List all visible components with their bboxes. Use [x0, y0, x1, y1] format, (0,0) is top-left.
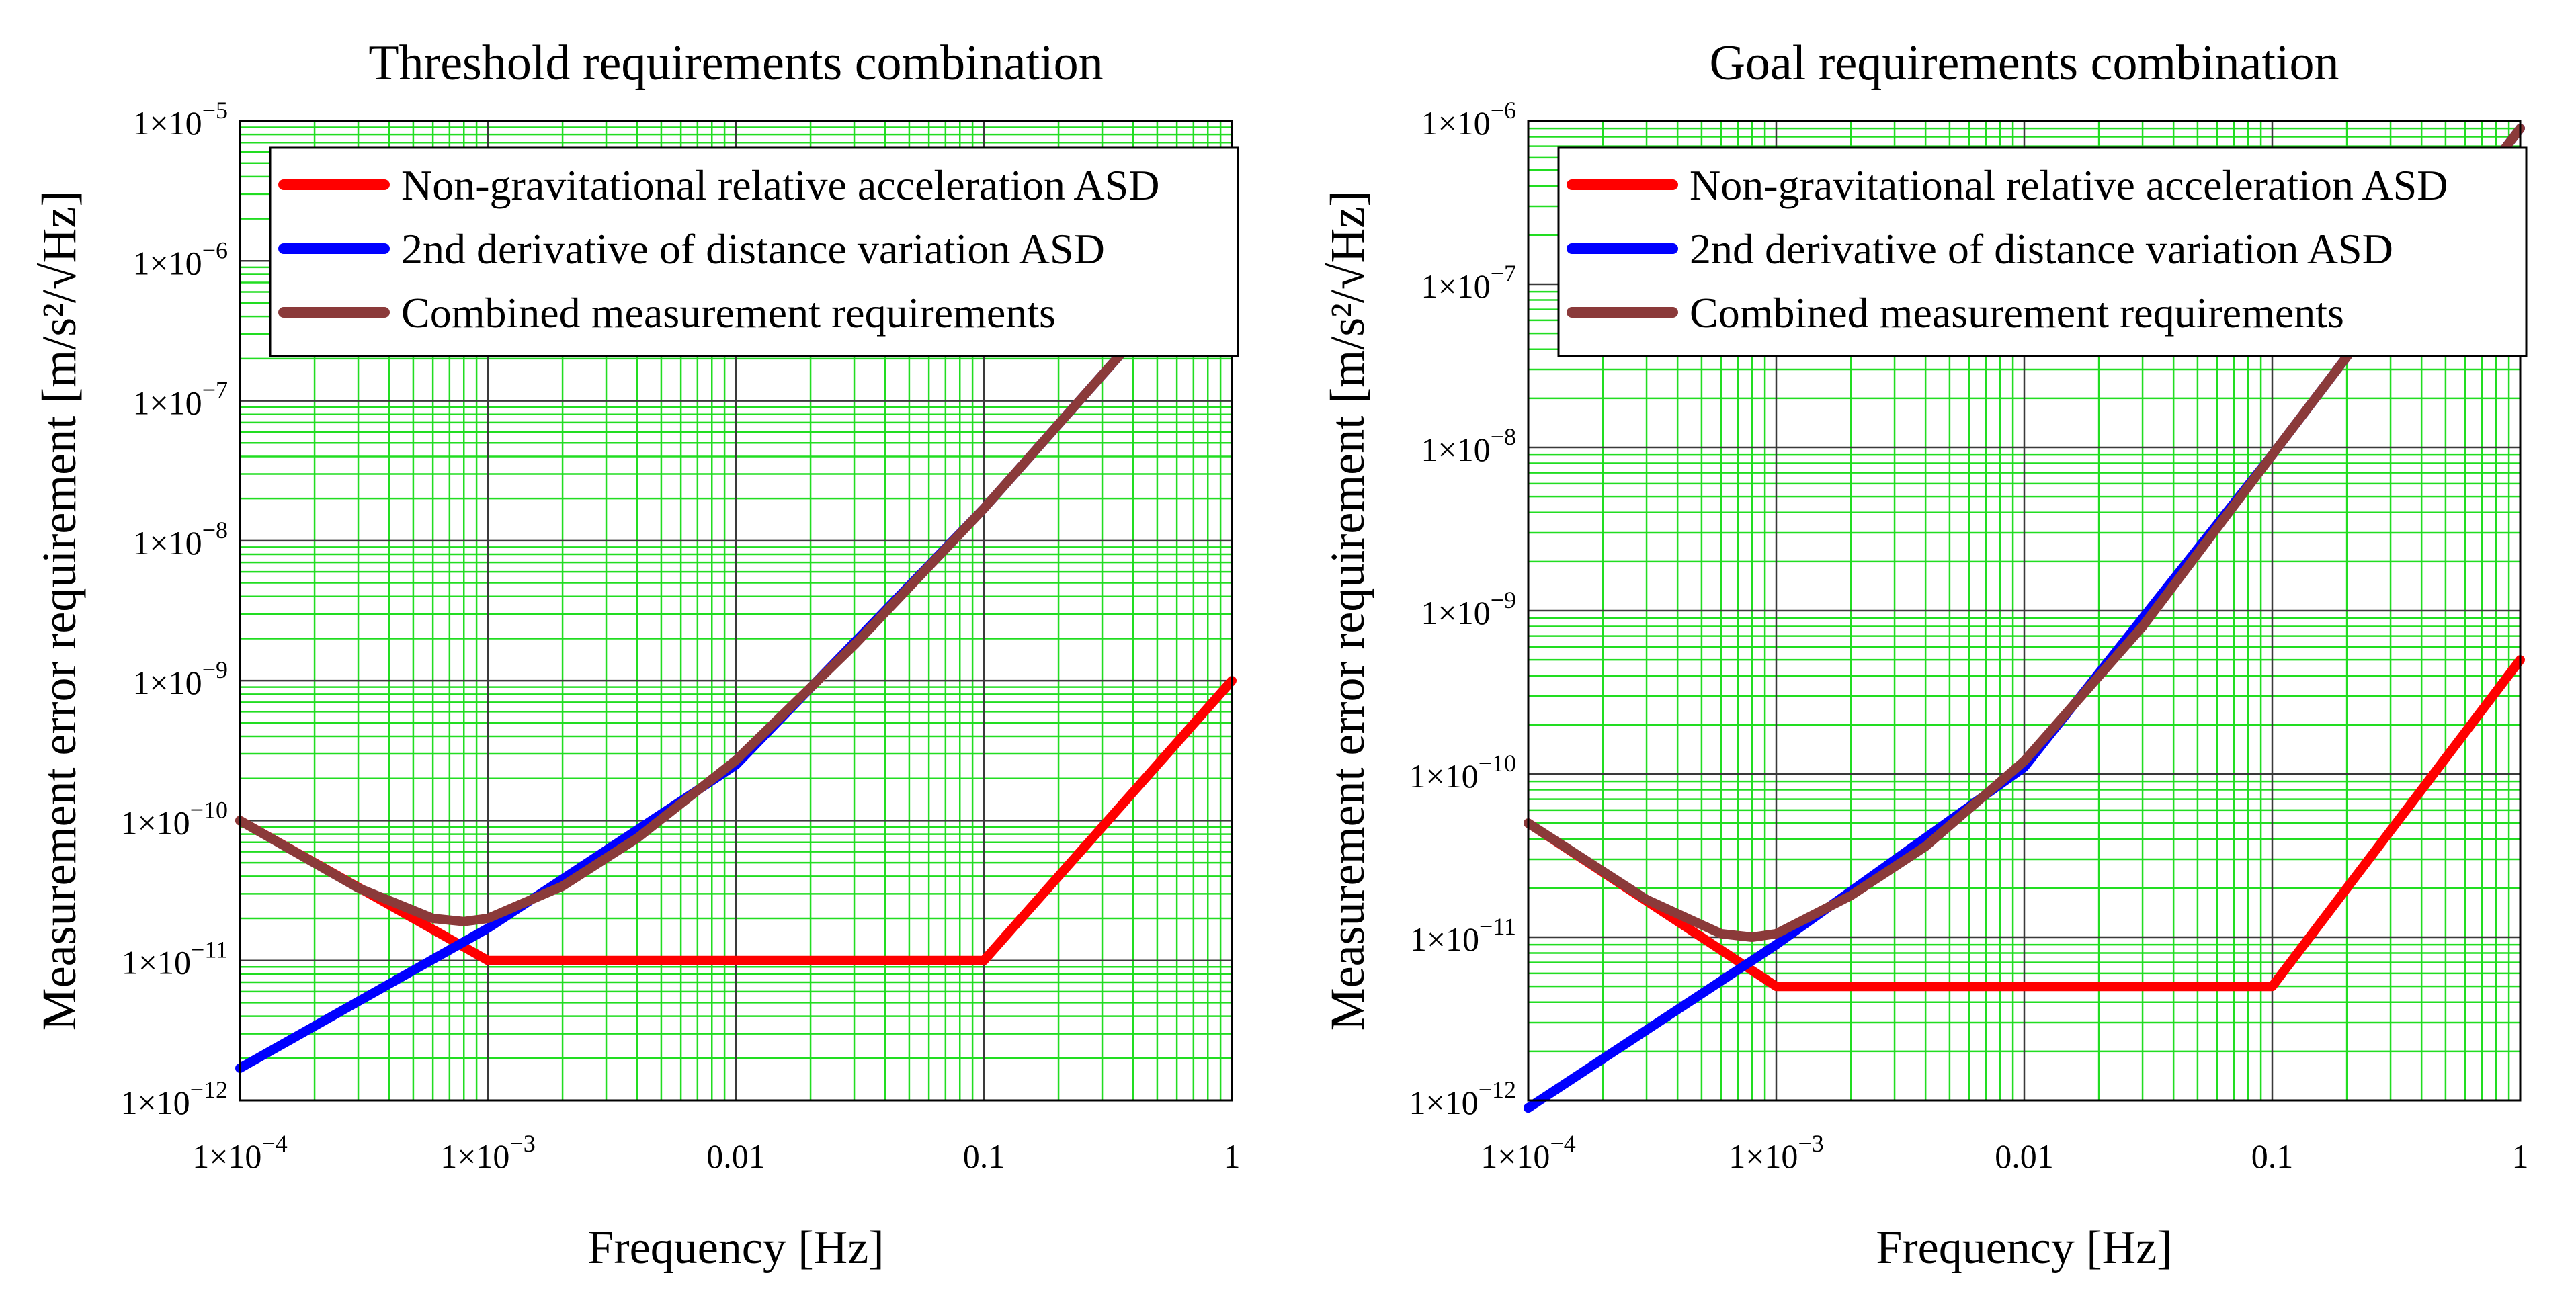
series-line-2 [1524, 124, 2525, 942]
legend-box [1557, 146, 2528, 357]
legend: Non-gravitational relative acceleration … [1557, 146, 2528, 357]
legend-label-2: Combined measurement requirements [401, 289, 1056, 337]
x-tick-label: 1 [2512, 1137, 2529, 1175]
x-tick-label: 1 [1224, 1137, 1241, 1175]
chart-title: Threshold requirements combination [368, 36, 1103, 91]
legend-label-1: 2nd derivative of distance variation ASD [401, 225, 1105, 273]
x-tick-label: 1×10−3 [440, 1130, 536, 1175]
legend-label-0: Non-gravitational relative acceleration … [401, 161, 1159, 209]
x-tick-label: 0.01 [706, 1137, 765, 1175]
y-tick-label: 1×10−8 [1421, 423, 1516, 468]
x-tick-label: 1×10−3 [1729, 1130, 1824, 1175]
legend-label-1: 2nd derivative of distance variation ASD [1690, 225, 2393, 273]
y-tick-label: 1×10−12 [1409, 1076, 1516, 1121]
y-tick-label: 1×10−7 [1421, 260, 1516, 305]
y-tick-label: 1×10−11 [122, 937, 228, 982]
y-tick-label: 1×10−11 [1410, 913, 1516, 958]
chart-svg: Non-gravitational relative acceleration … [32, 36, 1241, 1274]
plot-frame [239, 120, 1233, 1102]
chart-goal: Non-gravitational relative acceleration … [1288, 0, 2576, 1302]
y-tick-label: 1×10−7 [132, 377, 228, 422]
legend-label-2: Combined measurement requirements [1690, 289, 2344, 337]
y-tick-label: 1×10−5 [132, 97, 228, 142]
x-axis-label: Frequency [Hz] [587, 1222, 884, 1274]
y-tick-label: 1×10−8 [132, 517, 228, 562]
y-tick-label: 1×10−6 [132, 236, 228, 281]
x-tick-label: 0.1 [2251, 1137, 2294, 1175]
legend-box [269, 146, 1239, 357]
y-tick-label: 1×10−9 [132, 656, 228, 701]
y-tick-label: 1×10−10 [1409, 750, 1516, 795]
y-axis-label: Measurement error requirement [m/s²/√Hz] [1321, 191, 1374, 1031]
x-axis-label: Frequency [Hz] [1876, 1222, 2172, 1274]
y-axis-label: Measurement error requirement [m/s²/√Hz] [32, 191, 86, 1031]
x-tick-label: 0.01 [1995, 1137, 2054, 1175]
x-tick-label: 1×10−4 [1481, 1130, 1576, 1175]
series-line-2 [235, 224, 1237, 926]
legend: Non-gravitational relative acceleration … [269, 146, 1239, 357]
x-tick-label: 1×10−4 [192, 1130, 288, 1175]
chart-title: Goal requirements combination [1709, 36, 2339, 91]
plot-frame [1527, 120, 2522, 1102]
chart-threshold: Non-gravitational relative acceleration … [32, 36, 1241, 1274]
y-tick-label: 1×10−9 [1421, 587, 1516, 632]
legend-label-0: Non-gravitational relative acceleration … [1690, 161, 2448, 209]
x-tick-label: 0.1 [963, 1137, 1005, 1175]
y-tick-label: 1×10−12 [120, 1076, 228, 1121]
y-tick-label: 1×10−10 [120, 796, 228, 841]
y-tick-label: 1×10−6 [1421, 97, 1516, 142]
chart-svg: Non-gravitational relative acceleration … [1321, 36, 2529, 1274]
